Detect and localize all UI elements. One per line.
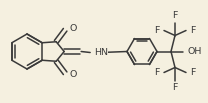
Text: OH: OH — [188, 47, 202, 56]
Text: O: O — [69, 70, 77, 79]
Text: F: F — [172, 11, 178, 19]
Text: F: F — [190, 68, 195, 77]
Text: F: F — [190, 26, 195, 35]
Text: O: O — [69, 24, 77, 33]
Text: F: F — [155, 68, 160, 77]
Text: F: F — [172, 84, 178, 92]
Text: F: F — [155, 26, 160, 35]
Text: HN: HN — [94, 48, 108, 57]
